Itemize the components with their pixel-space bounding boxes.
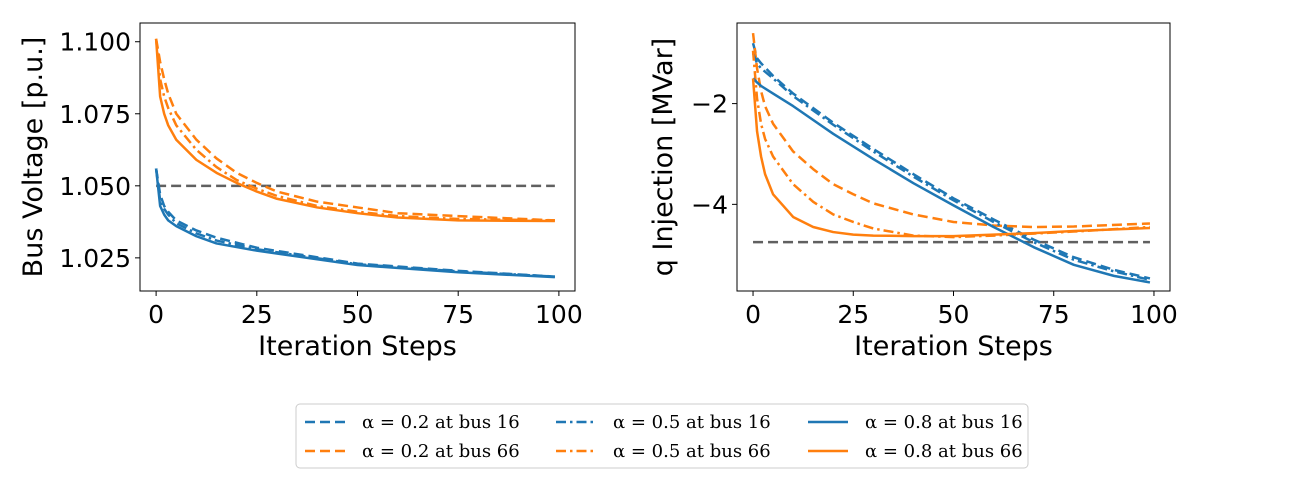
x-tick-label: 50 (342, 300, 374, 329)
legend-label: α = 0.8 at bus 16 (865, 412, 1023, 433)
x-tick-label: 0 (148, 300, 164, 329)
x-tick-label: 100 (535, 300, 583, 329)
x-tick-label: 75 (1038, 300, 1070, 329)
y-tick-label: −2 (691, 90, 728, 119)
legend-label: α = 0.2 at bus 16 (362, 412, 520, 433)
y-axis-title: Bus Voltage [p.u.] (18, 37, 49, 278)
plot-area (751, 32, 1151, 284)
x-tick-label: 0 (745, 300, 761, 329)
series-line-4 (154, 168, 555, 279)
series-line-0 (751, 42, 1151, 280)
y-tick-label: 1.075 (59, 100, 131, 129)
series-line-1 (751, 32, 1150, 229)
y-tick-label: 1.100 (59, 28, 131, 57)
legend-label: α = 0.8 at bus 66 (865, 441, 1023, 462)
series-line-3 (154, 38, 555, 222)
plot-area (154, 38, 555, 279)
legend: α = 0.2 at bus 16 α = 0.2 at bus 66 α = 0.… (295, 403, 1029, 469)
series-line-5 (154, 38, 555, 223)
series-line-2 (751, 52, 1151, 282)
series-line-5 (751, 78, 1150, 238)
series-line-4 (752, 77, 1151, 284)
x-tick-label: 100 (1130, 300, 1178, 329)
y-axis-title: q Injection [MVar] (648, 38, 679, 276)
y-tick-label: −4 (691, 190, 728, 219)
voltage-panel: 0 25 50 75 100 1.025 1.050 1.075 1.100 Iteration … (18, 22, 583, 362)
legend-label: α = 0.2 at bus 66 (362, 441, 520, 462)
x-tick-label: 50 (938, 300, 970, 329)
q-injection-panel: 0 25 50 75 100 −4 −2 Iteration Steps q Injection… (648, 22, 1178, 362)
legend-label: α = 0.5 at bus 66 (613, 441, 771, 462)
series-line-1 (154, 38, 555, 222)
y-tick-label: 1.025 (59, 244, 131, 273)
x-tick-label: 25 (241, 300, 273, 329)
x-tick-label: 25 (837, 300, 869, 329)
y-tick-label: 1.050 (59, 172, 131, 201)
x-axis-title: Iteration Steps (258, 331, 457, 362)
x-tick-label: 75 (442, 300, 474, 329)
x-axis-title: Iteration Steps (854, 331, 1053, 362)
legend-label: α = 0.5 at bus 16 (613, 412, 771, 433)
